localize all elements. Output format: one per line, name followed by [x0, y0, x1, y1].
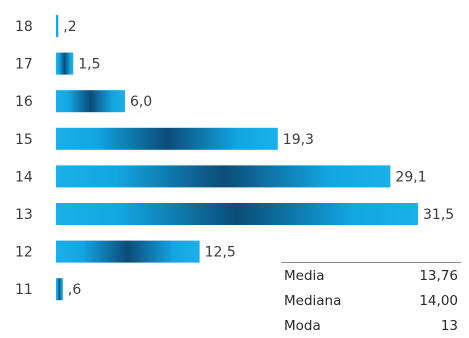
- stat-value: 13: [440, 317, 458, 334]
- category-label: 12: [15, 245, 33, 261]
- bar: [56, 203, 418, 225]
- data-label: 6,0: [130, 94, 152, 110]
- stat-value: 13,76: [419, 267, 458, 284]
- category-label: 14: [15, 169, 33, 185]
- stat-label: Mediana: [284, 292, 342, 309]
- data-label: 31,5: [423, 207, 454, 223]
- stat-label: Media: [284, 267, 325, 284]
- data-label: 1,5: [78, 57, 100, 73]
- stat-row-moda: Moda 13: [281, 313, 461, 338]
- category-label: 13: [15, 207, 33, 223]
- data-label: 29,1: [395, 169, 426, 185]
- bar: [56, 52, 74, 75]
- category-label: 16: [15, 94, 33, 110]
- bar: [56, 15, 59, 37]
- stat-row-media: Media 13,76: [281, 263, 461, 288]
- bar: [56, 240, 200, 263]
- data-label: ,6: [68, 282, 81, 298]
- category-label: 18: [15, 19, 33, 35]
- category-label: 11: [15, 282, 33, 298]
- bar: [56, 165, 391, 188]
- statistics-table: Media 13,76 Mediana 14,00 Moda 13: [281, 262, 461, 338]
- stat-row-mediana: Mediana 14,00: [281, 288, 461, 313]
- category-label: 15: [15, 132, 33, 148]
- data-label: 19,3: [283, 132, 314, 148]
- category-label: 17: [15, 57, 33, 73]
- bar: [56, 127, 278, 150]
- data-label: ,2: [63, 19, 76, 35]
- bar: [56, 90, 125, 113]
- stat-label: Moda: [284, 317, 321, 334]
- data-label: 12,5: [205, 245, 236, 261]
- stat-value: 14,00: [419, 292, 458, 309]
- bar: [56, 278, 63, 301]
